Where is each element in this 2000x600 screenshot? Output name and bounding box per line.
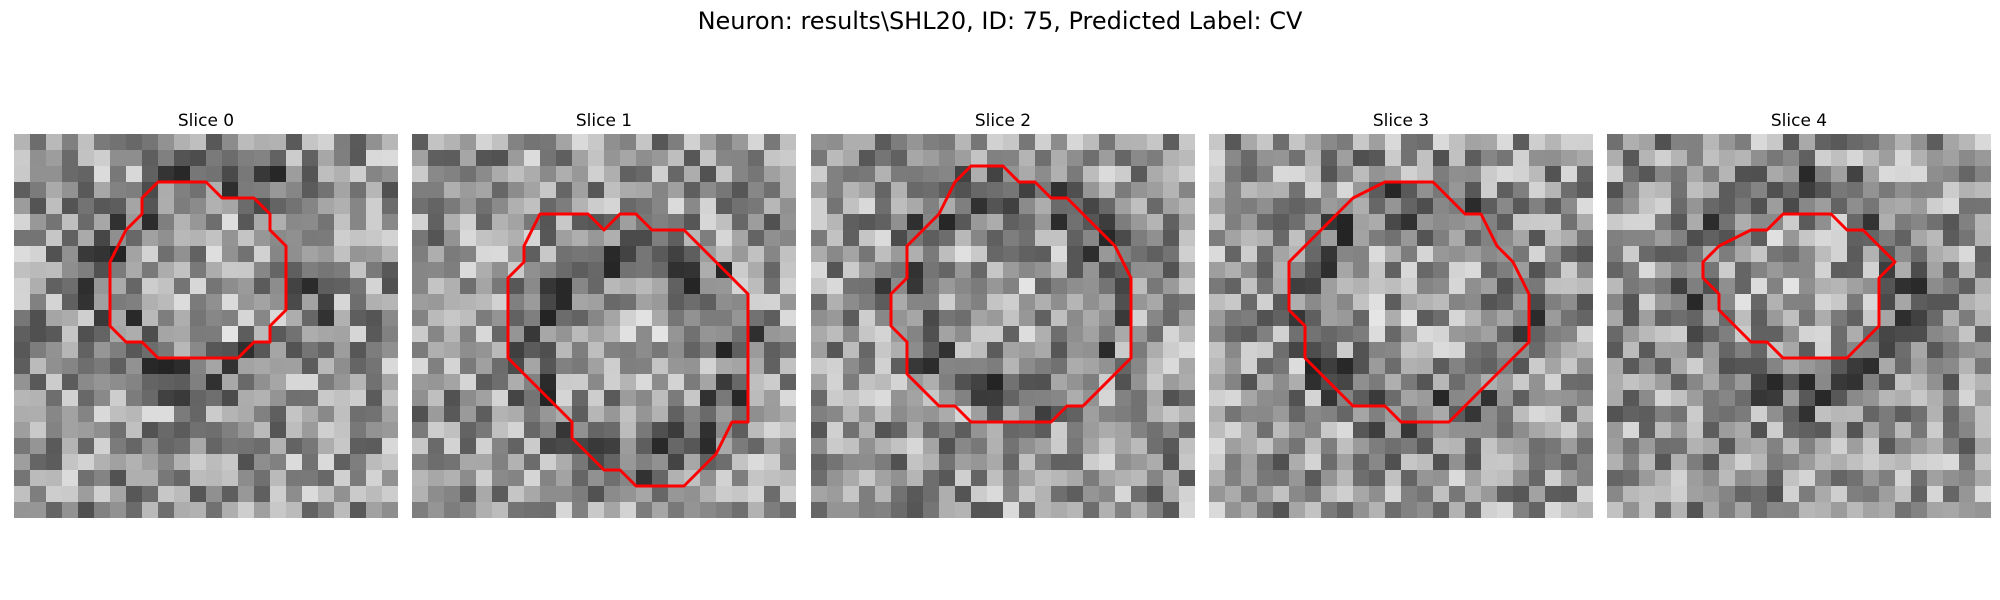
pixel-grid — [412, 134, 796, 518]
slice-panel-2: Slice 2 — [811, 108, 1195, 518]
slice-image — [14, 134, 398, 518]
slice-image — [412, 134, 796, 518]
pixel-grid — [811, 134, 1195, 518]
slice-panel-1: Slice 1 — [412, 108, 796, 518]
slice-image — [1607, 134, 1991, 518]
slice-panel-0: Slice 0 — [14, 108, 398, 518]
slice-image — [1209, 134, 1593, 518]
slice-title: Slice 2 — [811, 108, 1195, 134]
pixel-grid — [1607, 134, 1991, 518]
pixel-grid — [14, 134, 398, 518]
slice-title: Slice 1 — [412, 108, 796, 134]
slice-panel-3: Slice 3 — [1209, 108, 1593, 518]
figure-title: Neuron: results\SHL20, ID: 75, Predicted… — [0, 7, 2000, 35]
slice-image — [811, 134, 1195, 518]
slice-title: Slice 0 — [14, 108, 398, 134]
slice-title: Slice 3 — [1209, 108, 1593, 134]
slice-title: Slice 4 — [1607, 108, 1991, 134]
pixel-grid — [1209, 134, 1593, 518]
slice-panel-4: Slice 4 — [1607, 108, 1991, 518]
